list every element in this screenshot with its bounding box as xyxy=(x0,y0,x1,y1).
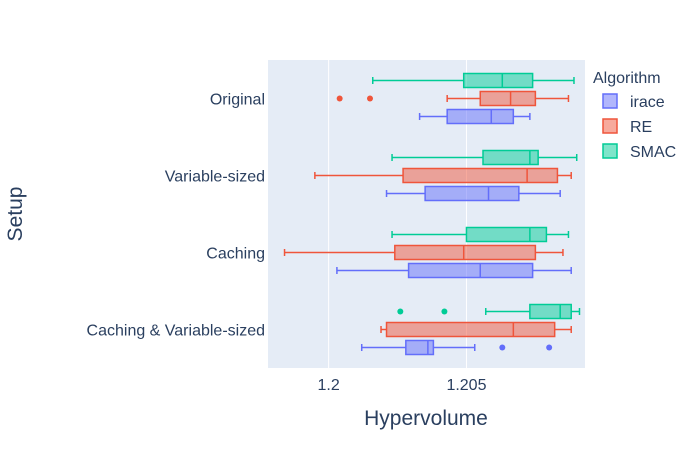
x-tick-labels: 1.2 1.205 xyxy=(318,377,487,394)
outlier-point[interactable] xyxy=(441,308,448,315)
box-irace[interactable] xyxy=(336,262,572,279)
x-axis-title: Hypervolume xyxy=(364,407,488,430)
legend-label: irace xyxy=(630,94,665,111)
legend-swatch xyxy=(602,93,618,109)
legend-item-smac[interactable]: SMAC xyxy=(602,143,676,161)
x-tick-label: 1.2 xyxy=(318,377,340,394)
legend-swatch xyxy=(602,118,618,134)
box-smac[interactable] xyxy=(391,149,578,166)
iqr-box xyxy=(394,244,537,261)
box-irace[interactable] xyxy=(360,339,553,356)
legend-label: SMAC xyxy=(630,144,676,161)
iqr-box xyxy=(479,90,537,107)
iqr-box xyxy=(402,167,559,184)
box-irace[interactable] xyxy=(385,185,561,202)
outlier-point[interactable] xyxy=(366,95,373,102)
iqr-box xyxy=(446,108,515,125)
outlier-point[interactable] xyxy=(499,344,506,351)
outlier-point[interactable] xyxy=(546,344,553,351)
y-tick-labels: Original Variable-sized Caching Caching & V… xyxy=(87,92,265,340)
y-tick-label: Caching xyxy=(206,246,265,263)
outlier-point[interactable] xyxy=(397,308,404,315)
box-re[interactable] xyxy=(380,321,572,338)
legend-swatch xyxy=(602,143,618,159)
iqr-box xyxy=(424,185,520,202)
iqr-box xyxy=(405,339,435,356)
y-axis-title: Setup xyxy=(4,187,27,242)
legend-item-re[interactable]: RE xyxy=(602,118,652,136)
y-tick-label: Variable-sized xyxy=(165,169,265,186)
legend-label: RE xyxy=(630,119,652,136)
box-smac[interactable] xyxy=(371,72,575,89)
box-re[interactable] xyxy=(336,90,570,107)
iqr-box xyxy=(462,72,534,89)
y-tick-label: Caching & Variable-sized xyxy=(87,323,265,340)
outlier-point[interactable] xyxy=(336,95,343,102)
legend-title: Algorithm xyxy=(593,70,661,87)
box-series-layer xyxy=(283,72,581,356)
iqr-box xyxy=(482,149,539,166)
x-tick-label: 1.205 xyxy=(446,377,486,394)
box-smac[interactable] xyxy=(397,303,581,320)
box-smac[interactable] xyxy=(391,226,570,243)
legend[interactable]: Algorithm irace RE SMAC xyxy=(593,70,676,161)
legend-item-irace[interactable]: irace xyxy=(602,93,665,111)
box-re[interactable] xyxy=(283,244,564,261)
iqr-box xyxy=(465,226,548,243)
box-irace[interactable] xyxy=(418,108,531,125)
iqr-box xyxy=(529,303,572,320)
y-tick-label: Original xyxy=(210,92,265,109)
box-re[interactable] xyxy=(314,167,572,184)
iqr-box xyxy=(385,321,556,338)
iqr-box xyxy=(407,262,534,279)
